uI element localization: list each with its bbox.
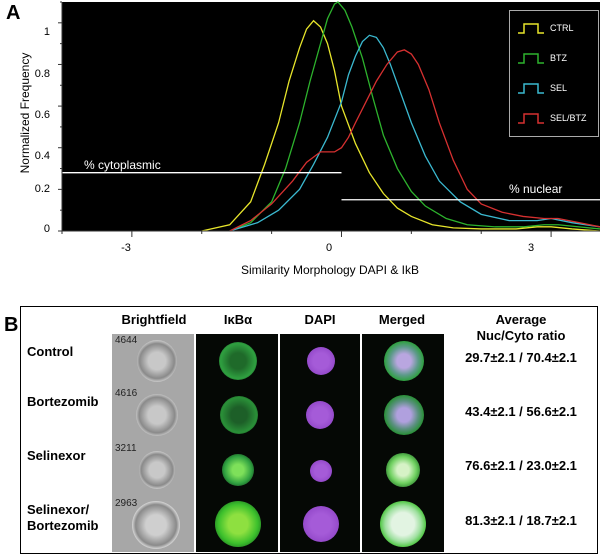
cell-id: 4616 xyxy=(115,388,138,399)
cytoplasmic-region-label: % cytoplasmic xyxy=(84,158,161,172)
series-line-btz xyxy=(229,1,600,232)
column-header-dapi: DAPI xyxy=(304,312,336,327)
panel-b-table xyxy=(20,306,598,554)
y-tick-label: 0.6 xyxy=(34,109,50,121)
ikba-image xyxy=(196,442,278,498)
legend-label: CTRL xyxy=(550,23,574,33)
merged-image xyxy=(362,497,444,552)
cell-id: 2963 xyxy=(115,498,138,509)
brightfield-image: 3211 xyxy=(112,442,194,498)
column-header-brightfield: Brightfield xyxy=(121,312,187,327)
panel-a-label: A xyxy=(6,2,21,24)
dapi-image xyxy=(280,497,360,552)
legend-swatch-sel-btz xyxy=(518,113,544,124)
ikba-image xyxy=(196,387,278,443)
legend-swatch-sel xyxy=(518,83,544,94)
dapi-image xyxy=(280,442,360,498)
panel-b-label: B xyxy=(4,314,19,336)
x-tick-label: 0 xyxy=(325,242,333,254)
ratio-value: 76.6±2.1 / 23.0±2.1 xyxy=(465,458,577,473)
ratio-header: Average xyxy=(495,312,547,327)
ratio-value: 29.7±2.1 / 70.4±2.1 xyxy=(465,350,577,365)
brightfield-image: 4616 xyxy=(112,387,194,443)
merged-image xyxy=(362,334,444,388)
y-tick-label: 0.8 xyxy=(34,68,50,80)
cell-id: 3211 xyxy=(115,443,137,454)
legend-label: BTZ xyxy=(550,53,567,63)
cell-id: 4644 xyxy=(115,335,138,346)
series-line-ctrl xyxy=(201,19,600,232)
ratio-value: 43.4±2.1 / 56.6±2.1 xyxy=(465,404,577,419)
chart-legend: CTRL BTZ SEL SEL/BTZ xyxy=(509,10,599,137)
y-tick-label: 0 xyxy=(43,223,50,235)
brightfield-image: 2963 xyxy=(112,497,194,552)
merged-image xyxy=(362,442,444,498)
y-tick-label: 0.4 xyxy=(34,150,50,162)
x-tick-label: 3 xyxy=(527,242,535,254)
nuclear-region-label: % nuclear xyxy=(509,182,563,196)
row-label-selinexor-bortezomib: Selinexor/ xyxy=(27,502,90,517)
legend-swatch-ctrl xyxy=(518,23,544,34)
row-label-control: Control xyxy=(27,344,74,359)
legend-swatch-btz xyxy=(518,53,544,64)
y-tick-label: 0.2 xyxy=(34,183,50,195)
row-label-bortezomib: Bortezomib xyxy=(27,394,99,409)
column-header-ikba: IκBα xyxy=(223,312,253,327)
legend-label: SEL/BTZ xyxy=(550,113,587,123)
x-tick-label: -3 xyxy=(121,242,131,254)
column-header-merged: Merged xyxy=(378,312,426,327)
x-axis-title: Similarity Morphology DAPI & IkB xyxy=(240,263,420,277)
dapi-image xyxy=(280,334,360,388)
dapi-image xyxy=(280,387,360,443)
ratio-header: Nuc/Cyto ratio xyxy=(476,328,566,343)
series-line-sel-btz xyxy=(229,49,600,232)
series-line-sel xyxy=(229,34,600,232)
legend-label: SEL xyxy=(550,83,568,93)
brightfield-image: 4644 xyxy=(112,334,194,388)
y-tick-label: 1 xyxy=(43,26,50,38)
ratio-value: 81.3±2.1 / 18.7±2.1 xyxy=(465,513,577,528)
row-label-selinexor: Selinexor xyxy=(27,448,86,463)
row-label-selinexor-bortezomib: Bortezomib xyxy=(27,518,99,533)
ikba-image xyxy=(196,334,278,388)
ikba-image xyxy=(196,497,278,552)
merged-image xyxy=(362,387,444,443)
